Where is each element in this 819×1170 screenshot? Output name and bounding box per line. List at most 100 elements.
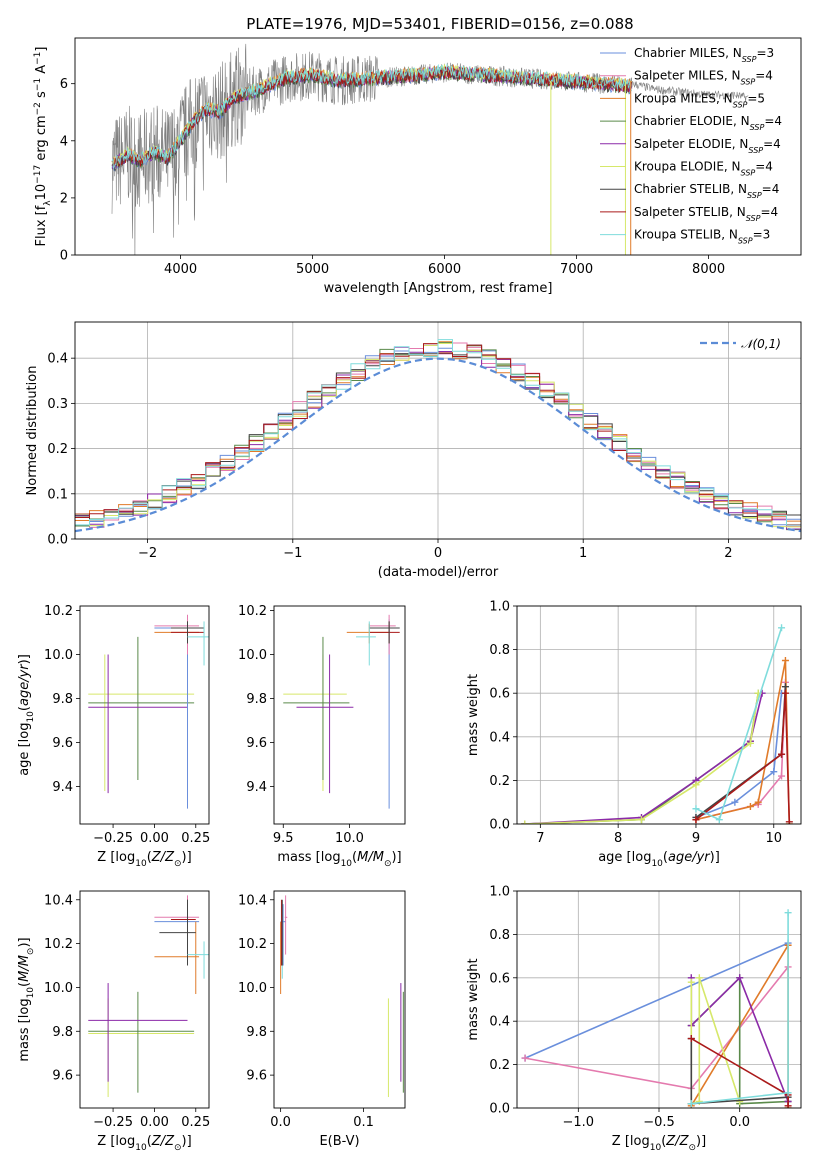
axes-frame bbox=[79, 890, 210, 1109]
weight-series-salpeter-stelib bbox=[692, 689, 793, 824]
x-tick-label: 8 bbox=[614, 831, 622, 846]
errorbar-chabrier-miles bbox=[154, 619, 200, 809]
weight-line bbox=[524, 693, 763, 824]
residuals-axes: −2 −1 0 1 2 0.0 0.1 0.2 0.3 0.4 (data-model)/error… bbox=[25, 321, 802, 580]
legend-label: Salpeter ELODIE, NSSP=4 bbox=[634, 137, 781, 155]
axes-frame bbox=[74, 37, 802, 256]
weight-line bbox=[695, 693, 783, 819]
model-spectrum-kroupa-stelib bbox=[111, 63, 632, 170]
x-tick-label: 0.25 bbox=[181, 1115, 210, 1130]
y-tick-label: 9.8 bbox=[246, 692, 267, 707]
y-axis-label: mass [log10(M/M⊙)] bbox=[17, 937, 36, 1061]
y-tick-label: 10.2 bbox=[238, 937, 267, 952]
x-tick-label: 7000 bbox=[560, 262, 593, 277]
observed-spectrum-tail bbox=[631, 80, 749, 102]
errorbar-kroupa-miles bbox=[154, 623, 200, 644]
weight-marker bbox=[736, 1097, 744, 1105]
legend-label: Kroupa MILES, NSSP=5 bbox=[634, 91, 765, 109]
residuals-plot-area bbox=[75, 339, 801, 533]
x-axis-label: Z [log10(Z/Z⊙)] bbox=[97, 1134, 191, 1153]
x-tick-label: 0.0 bbox=[729, 1115, 750, 1130]
weight-marker bbox=[754, 798, 762, 806]
x-tick-label: 0.1 bbox=[353, 1115, 374, 1130]
weight-marker bbox=[687, 978, 695, 986]
y-tick-label: 10.4 bbox=[44, 893, 73, 908]
weight-line bbox=[524, 693, 759, 824]
y-tick-label: 0.0 bbox=[489, 818, 510, 833]
weight-marker bbox=[736, 974, 744, 982]
y-tick-label: 10.0 bbox=[44, 981, 73, 996]
y-tick-label: 0.4 bbox=[47, 352, 68, 367]
y-tick-label: 0.0 bbox=[47, 533, 68, 548]
legend-label: Chabrier MILES, NSSP=3 bbox=[634, 46, 774, 64]
legend-label: Kroupa STELIB, NSSP=3 bbox=[634, 228, 770, 246]
y-tick-label: 6 bbox=[60, 77, 68, 92]
errorbar-kroupa-stelib bbox=[356, 621, 376, 666]
weight-marker bbox=[784, 1089, 792, 1097]
errorbar-salpeter-miles bbox=[369, 614, 396, 655]
errorbar-chabrier-stelib bbox=[369, 621, 400, 644]
x-axis-label: wavelength [Angstrom, rest frame] bbox=[324, 281, 553, 296]
y-tick-label: 0.8 bbox=[489, 643, 510, 658]
y-tick-label: 9.4 bbox=[52, 780, 73, 795]
weight-marker bbox=[687, 1100, 695, 1108]
errorbar-kroupa-elodie bbox=[88, 998, 195, 1098]
y-tick-label: 0.1 bbox=[47, 487, 68, 502]
weight-line bbox=[524, 942, 789, 1059]
weight-line bbox=[695, 660, 791, 824]
errorbar-kroupa-stelib bbox=[187, 621, 209, 666]
y-tick-label: 0.3 bbox=[47, 397, 68, 412]
errorbar-salpeter-miles bbox=[154, 895, 200, 955]
x-tick-label: 4000 bbox=[164, 262, 197, 277]
errorbar-salpeter-elodie bbox=[88, 654, 188, 794]
x-tick-label: 8000 bbox=[692, 262, 725, 277]
weight-marker bbox=[784, 909, 792, 917]
weight-marker bbox=[778, 624, 786, 632]
y-tick-label: 1.0 bbox=[489, 885, 510, 900]
weight-marker bbox=[778, 772, 786, 780]
x-axis-label: age [log10(age/yr)] bbox=[598, 850, 720, 869]
gaussian-legend-label: 𝒩(0,1) bbox=[741, 337, 781, 351]
spectrum-plot-area bbox=[111, 43, 749, 255]
x-tick-label: 7 bbox=[536, 831, 544, 846]
y-tick-label: 10.4 bbox=[238, 893, 267, 908]
errorbar-chabrier-elodie bbox=[88, 636, 195, 780]
weight-marker bbox=[692, 805, 700, 813]
x-tick-label: 2 bbox=[724, 546, 732, 561]
y-tick-label: 9.8 bbox=[246, 1025, 267, 1040]
weight-marker bbox=[781, 683, 789, 691]
weight-marker bbox=[521, 1054, 529, 1062]
y-tick-label: 4 bbox=[60, 134, 68, 149]
weight-series-salpeter-elodie bbox=[521, 689, 766, 824]
errorbar-chabrier-elodie bbox=[283, 636, 350, 780]
y-tick-label: 0.2 bbox=[47, 442, 68, 457]
y-tick-label: 10.2 bbox=[44, 937, 73, 952]
weight-marker bbox=[695, 974, 703, 982]
x-tick-label: 5000 bbox=[296, 262, 329, 277]
x-axis-label: mass [log10(M/M⊙)] bbox=[277, 850, 401, 869]
mass-weight-vs-Z-axes: −1.0 −0.5 0.0 0.0 0.2 0.4 0.6 0.8 1.0 Z [log10(Z/… bbox=[466, 885, 802, 1153]
y-axis-label: mass weight bbox=[466, 674, 481, 756]
y-tick-label: 9.6 bbox=[246, 1069, 267, 1084]
weight-marker bbox=[692, 781, 700, 789]
weight-marker bbox=[778, 750, 786, 758]
errorbar-kroupa-stelib bbox=[187, 941, 209, 979]
mass-weight-vs-Z-plot-area bbox=[521, 909, 792, 1108]
errorbar-chabrier-miles bbox=[369, 619, 396, 809]
y-tick-label: 0.6 bbox=[489, 971, 510, 986]
weight-series-kroupa-miles bbox=[692, 657, 793, 824]
mass-vs-Z-plot-area bbox=[88, 895, 209, 1098]
axes-frame bbox=[516, 890, 802, 1109]
x-tick-label: 6000 bbox=[428, 262, 461, 277]
x-tick-label: −1 bbox=[283, 546, 302, 561]
spectrum-legend: Chabrier MILES, NSSP=3 Salpeter MILES, NS… bbox=[600, 46, 782, 245]
weight-marker bbox=[746, 803, 754, 811]
age-vs-mass-axes: 9.5 10.0 9.4 9.6 9.8 10.0 10.2 mass [log10(M/M⊙… bbox=[238, 604, 406, 869]
age-vs-mass-plot-area bbox=[283, 614, 400, 809]
weight-marker bbox=[715, 816, 723, 824]
weight-marker bbox=[785, 818, 793, 824]
y-tick-label: 0.4 bbox=[489, 730, 510, 745]
axes-frame bbox=[273, 605, 406, 825]
weight-marker bbox=[731, 798, 739, 806]
y-tick-label: 10.0 bbox=[238, 648, 267, 663]
